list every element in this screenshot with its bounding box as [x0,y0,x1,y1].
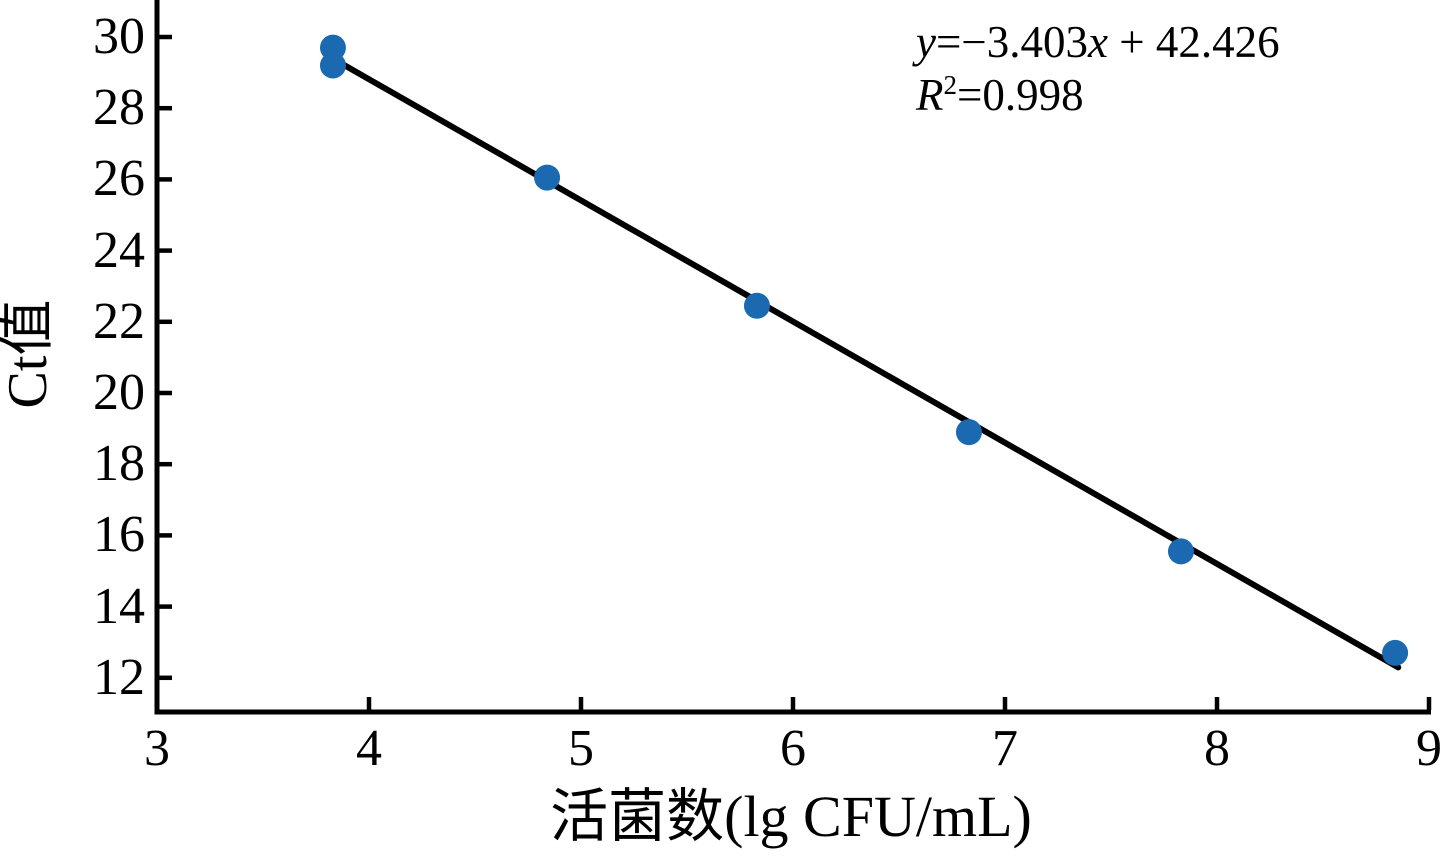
y-tick-label: 12 [93,648,145,706]
data-point [955,419,982,446]
data-point [319,34,346,61]
data-point [1167,538,1194,565]
x-tick-label: 6 [780,720,806,777]
equation-var-y: y [916,17,936,67]
r-squared: R2=0.998 [916,69,1280,122]
y-tick-label: 26 [93,150,145,208]
x-axis-title: 活菌数(lg CFU/mL) [550,784,1032,849]
regression-annotation: y=−3.403x + 42.426 R2=0.998 [916,16,1280,122]
y-tick-label: 14 [93,577,145,635]
y-tick-label: 30 [93,8,145,65]
x-tick-label: 4 [356,720,382,777]
r-squared-exponent: 2 [943,70,958,100]
r-squared-symbol: R [916,70,944,120]
equation-intercept-text: + 42.426 [1107,17,1280,67]
y-tick-label: 20 [93,364,145,421]
data-point [743,292,770,319]
x-tick-label: 9 [1416,720,1442,777]
y-tick-label: 18 [93,435,145,493]
data-point [319,52,346,79]
y-tick-label: 16 [93,506,145,564]
x-tick-label: 5 [568,720,594,777]
data-point [1382,639,1409,666]
x-tick-label: 3 [144,720,170,777]
equation-var-x: x [1088,17,1108,67]
y-tick-label: 24 [93,221,145,279]
x-tick-label: 7 [992,720,1018,777]
y-tick-label: 28 [93,79,145,137]
y-tick-label: 22 [93,292,145,350]
data-point [534,164,561,191]
equation-slope-text: =−3.403 [935,17,1088,67]
trend-line [331,56,1402,671]
x-tick-label: 8 [1204,720,1230,777]
regression-equation: y=−3.403x + 42.426 [916,16,1280,69]
r-squared-value: =0.998 [957,70,1084,120]
